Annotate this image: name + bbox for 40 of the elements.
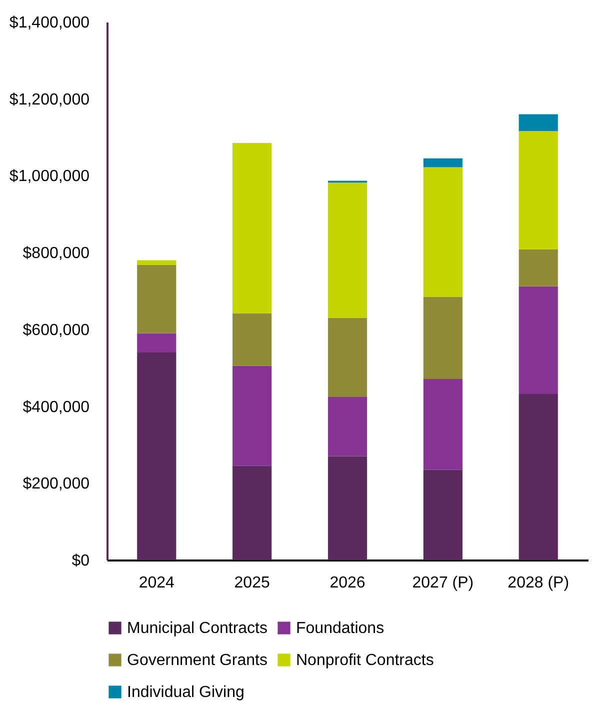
bar [423, 470, 462, 560]
bar [137, 333, 176, 352]
y-tick-label: $200,000 [22, 476, 90, 493]
y-tick-label: $1,000,000 [9, 168, 90, 186]
bar [518, 114, 558, 132]
bar [232, 466, 272, 560]
bar [423, 167, 462, 297]
x-tick-label: 2026 [330, 574, 366, 592]
y-tick-label: $400,000 [22, 398, 90, 416]
y-tick-label: $600,000 [22, 322, 90, 339]
bar [423, 379, 462, 470]
legend-label: Government Grants [127, 652, 268, 669]
x-tick-label: 2025 [234, 574, 270, 592]
bar [232, 366, 272, 466]
bar [137, 352, 176, 560]
legend-label: Individual Giving [127, 684, 244, 701]
bar [423, 158, 462, 168]
y-tick-label: $800,000 [22, 245, 90, 262]
bar [328, 396, 368, 456]
x-tick-label: 2027 (P) [412, 574, 474, 592]
bar [518, 249, 558, 286]
bar [232, 313, 272, 366]
bar [137, 260, 176, 265]
legend-label: Nonprofit Contracts [296, 652, 434, 669]
y-tick-label: $1,400,000 [9, 14, 90, 32]
bar [328, 182, 368, 318]
bar [518, 394, 558, 560]
x-tick-label: 2024 [138, 574, 175, 592]
legend-label: Municipal Contracts [127, 620, 268, 637]
bar [328, 318, 368, 397]
y-tick-label: $1,200,000 [9, 91, 90, 108]
bar [232, 143, 272, 314]
y-tick-label: $0 [72, 552, 90, 570]
bar [423, 296, 462, 379]
bar [518, 131, 558, 250]
bar [518, 286, 558, 394]
legend-label: Foundations [296, 620, 384, 637]
bar [328, 456, 368, 560]
bar [137, 264, 176, 334]
x-tick-label: 2028 (P) [508, 574, 570, 592]
